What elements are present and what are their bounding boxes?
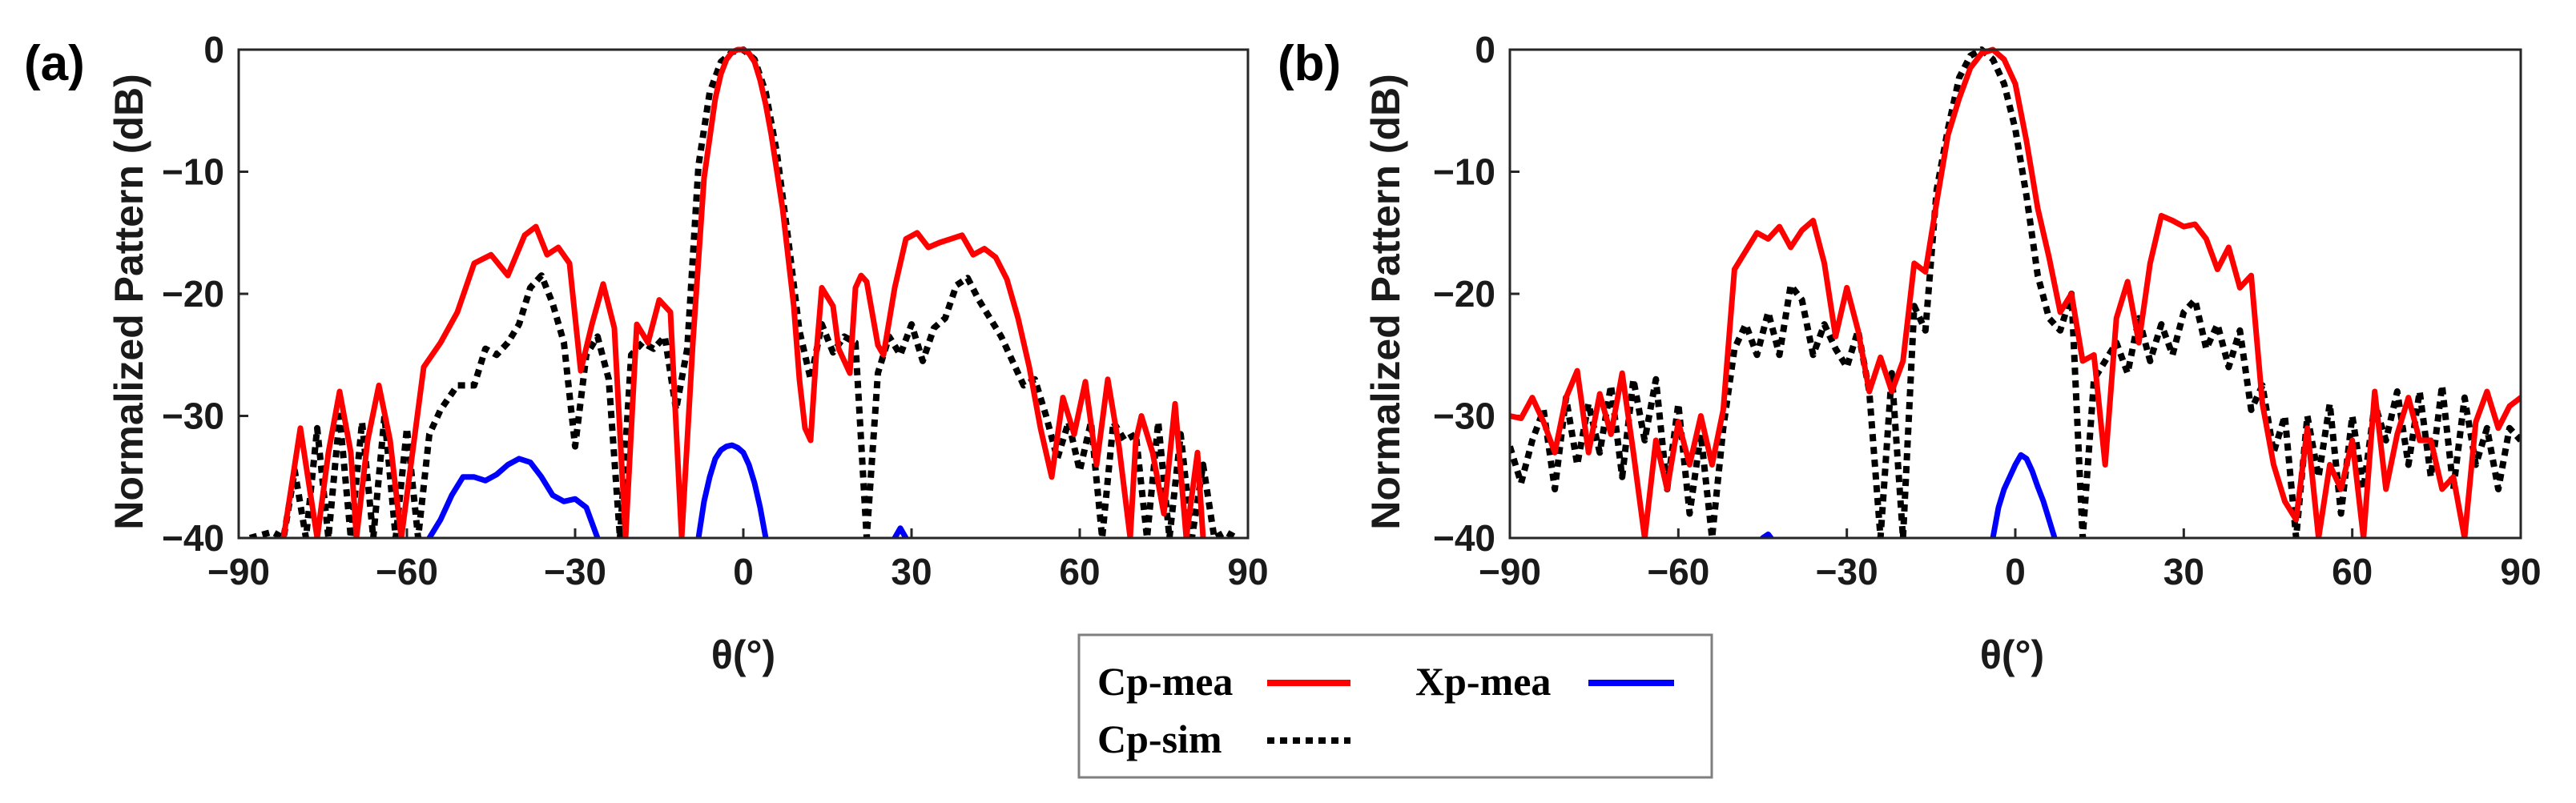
panel-b-y-tick-label: −30 (1433, 395, 1495, 437)
panel-a-x-tick-label: 0 (733, 551, 754, 592)
panel-a-tick-labels: −90 −60 −30 0 30 60 90 0 −10 −20 −30 −40 (162, 29, 1269, 592)
panel-b-series-xp-mea (1990, 452, 2058, 538)
panel-b-y-axis-label: Normalized Pattern (dB) (1363, 74, 1408, 530)
legend: Cp-mea Xp-mea Cp-sim (1077, 633, 1713, 779)
panel-b-label: (b) (1278, 36, 1341, 91)
panel-b-x-tick-label: 0 (2005, 551, 2026, 592)
panel-a-x-tick-label: −90 (207, 551, 270, 592)
legend-label-cp-sim: Cp-sim (1097, 717, 1222, 761)
panel-a-plot-area (248, 46, 1238, 538)
panel-a-chart: (a) Normalized Pattern (dB) θ(°) −90 −60−… (24, 29, 1269, 677)
panel-a-y-tick-label: −20 (162, 273, 224, 315)
panel-b-series-cp-mea (1510, 46, 2521, 538)
panel-a-series-xp-mea (695, 442, 769, 538)
panel-a-series-xp-mea (426, 456, 601, 538)
panel-a-x-axis-label: θ(°) (711, 632, 775, 677)
panel-b-x-axis-label: θ(°) (1980, 632, 2044, 677)
panel-a-y-tick-label: −30 (162, 395, 224, 437)
panel-a-label: (a) (24, 36, 85, 91)
panel-b-series-xp-mea (1760, 531, 1774, 538)
panel-a-y-tick-label: 0 (203, 29, 224, 70)
panel-a-axes-box (237, 48, 1250, 540)
legend-label-cp-mea: Cp-mea (1097, 659, 1233, 704)
panel-b-x-tick-label: 90 (2500, 551, 2541, 592)
panel-b-x-tick-label: −30 (1816, 551, 1878, 592)
panel-b-y-tick-label: −10 (1433, 151, 1495, 193)
panel-a-x-tick-label: 90 (1227, 551, 1268, 592)
panel-a-y-axis-label: Normalized Pattern (dB) (107, 74, 151, 530)
panel-b-x-tick-label: 60 (2332, 551, 2373, 592)
panel-b-y-tick-label: 0 (1475, 29, 1495, 70)
panel-b-chart: (b) Normalized Pattern (dB) θ(°) −90 −60−… (1278, 29, 2542, 677)
panel-b-x-tick-label: 30 (2163, 551, 2204, 592)
legend-label-xp-mea: Xp-mea (1415, 659, 1551, 704)
panel-b-tick-labels: −90 −60 −30 0 30 60 90 0 −10 −20 −30 −40 (1433, 29, 2542, 592)
panel-b-plot-area (1510, 46, 2521, 538)
panel-a-series-cp-mea (280, 46, 1206, 538)
panel-a-y-tick-label: −40 (162, 517, 224, 559)
panel-a-series-xp-mea (892, 525, 909, 538)
panel-b-y-tick-label: −40 (1433, 517, 1495, 559)
panel-b-x-tick-label: −60 (1647, 551, 1709, 592)
panel-a-x-tick-label: −60 (376, 551, 438, 592)
panel-a-x-tick-label: 60 (1059, 551, 1100, 592)
panel-b-x-tick-label: −90 (1479, 551, 1541, 592)
panel-b-axes-box (1508, 48, 2522, 540)
panel-a-y-tick-label: −10 (162, 151, 224, 193)
panel-a-x-tick-label: −30 (544, 551, 606, 592)
panel-a-x-tick-label: 30 (891, 551, 932, 592)
legend-box (1077, 633, 1713, 779)
panel-b-y-tick-label: −20 (1433, 273, 1495, 315)
